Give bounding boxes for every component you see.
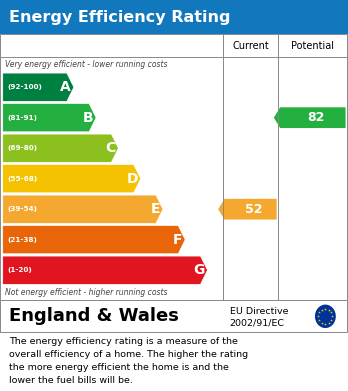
Text: 82: 82	[308, 111, 325, 124]
Polygon shape	[3, 104, 96, 132]
Polygon shape	[3, 73, 74, 101]
Text: Not energy efficient - higher running costs: Not energy efficient - higher running co…	[5, 288, 168, 298]
Text: (39-54): (39-54)	[7, 206, 37, 212]
Text: (92-100): (92-100)	[7, 84, 42, 90]
Bar	[0, 300, 347, 332]
Text: Energy Efficiency Rating: Energy Efficiency Rating	[9, 10, 230, 25]
Text: 52: 52	[245, 203, 263, 216]
Text: E: E	[151, 202, 160, 216]
Text: (81-91): (81-91)	[7, 115, 37, 121]
Text: England & Wales: England & Wales	[9, 307, 179, 325]
Text: (69-80): (69-80)	[7, 145, 37, 151]
Polygon shape	[3, 165, 141, 193]
Text: (1-20): (1-20)	[7, 267, 32, 273]
Text: Potential: Potential	[291, 41, 334, 51]
Text: (21-38): (21-38)	[7, 237, 37, 243]
Text: A: A	[60, 80, 71, 94]
Text: (55-68): (55-68)	[7, 176, 37, 182]
Text: Very energy efficient - lower running costs: Very energy efficient - lower running co…	[5, 60, 168, 69]
Bar	[0, 34, 347, 300]
Bar	[0, 0, 348, 34]
Polygon shape	[3, 226, 185, 254]
Polygon shape	[274, 107, 346, 128]
Text: Current: Current	[232, 41, 269, 51]
Text: D: D	[126, 172, 138, 186]
Polygon shape	[3, 195, 163, 223]
Polygon shape	[218, 199, 277, 220]
Text: 2002/91/EC: 2002/91/EC	[230, 318, 285, 327]
Text: EU Directive: EU Directive	[230, 307, 288, 316]
Text: G: G	[193, 263, 205, 277]
Text: C: C	[105, 141, 116, 155]
Text: The energy efficiency rating is a measure of the
overall efficiency of a home. T: The energy efficiency rating is a measur…	[9, 337, 248, 385]
Circle shape	[315, 305, 336, 328]
Polygon shape	[3, 134, 118, 162]
Polygon shape	[3, 256, 207, 284]
Text: F: F	[173, 233, 182, 247]
Text: B: B	[82, 111, 93, 125]
